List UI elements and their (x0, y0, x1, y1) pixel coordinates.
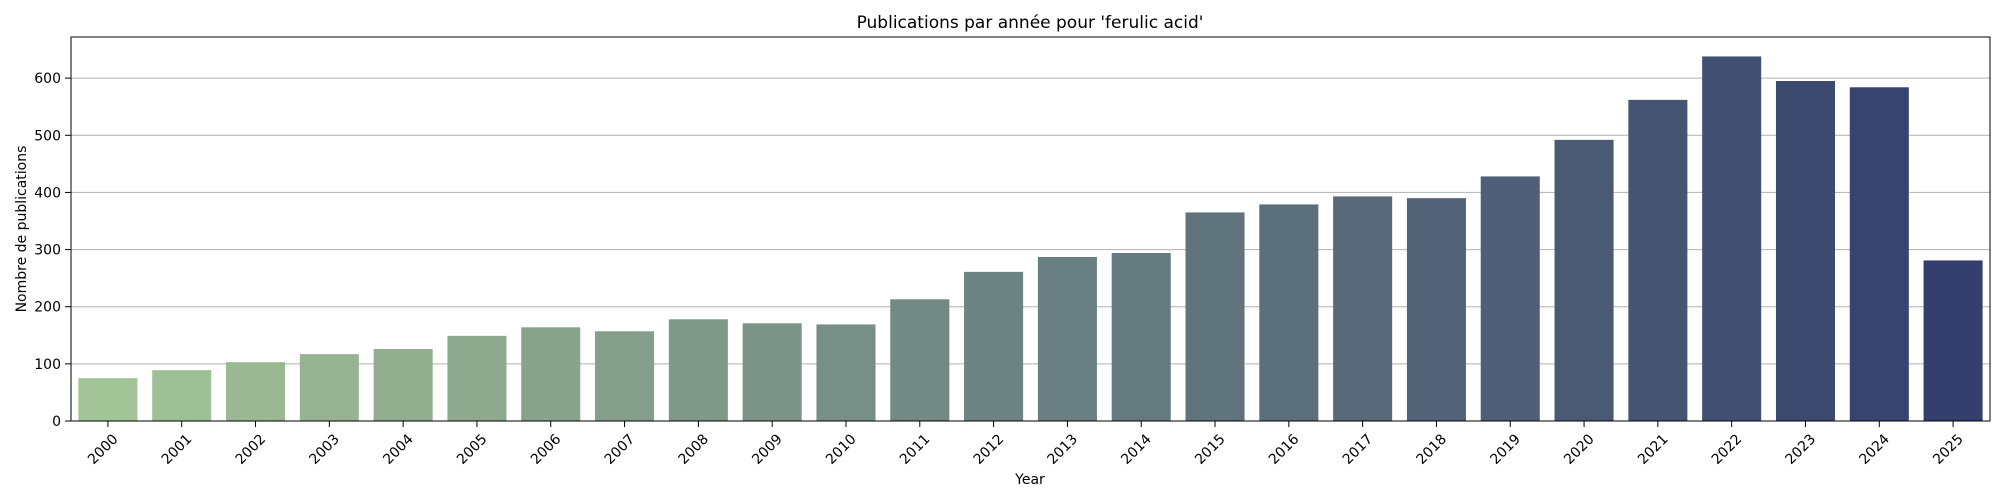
x-tick-label-2009: 2009 (749, 431, 786, 468)
y-tick-label-100: 100 (34, 357, 61, 373)
bar-2014 (1111, 253, 1171, 421)
x-tick-label-2016: 2016 (1266, 431, 1303, 468)
x-tick-label-2008: 2008 (675, 431, 712, 468)
x-tick-label-2019: 2019 (1487, 431, 1524, 468)
bar-2013 (1037, 257, 1097, 421)
bar-2010 (816, 324, 876, 421)
x-tick-label-2023: 2023 (1783, 431, 1820, 468)
bar-2012 (964, 271, 1024, 421)
x-tick-label-2025: 2025 (1930, 431, 1967, 468)
x-tick-label-2024: 2024 (1856, 431, 1893, 468)
x-tick-label-2015: 2015 (1192, 431, 1229, 468)
x-tick-label-2012: 2012 (971, 431, 1008, 468)
bar-2001 (152, 370, 212, 421)
x-tick-label-2011: 2011 (897, 431, 934, 468)
bar-2017 (1333, 196, 1393, 421)
bar-2009 (742, 323, 802, 421)
x-tick-label-2006: 2006 (528, 431, 565, 468)
x-tick-label-2010: 2010 (823, 431, 860, 468)
bar-2003 (299, 354, 359, 421)
bar-2006 (521, 327, 581, 421)
x-tick-label-2001: 2001 (159, 431, 196, 468)
x-tick-label-2004: 2004 (380, 431, 417, 468)
bar-2007 (595, 331, 655, 421)
x-tick-label-2018: 2018 (1414, 431, 1451, 468)
bar-2021 (1628, 99, 1688, 421)
y-tick-label-0: 0 (52, 414, 61, 430)
bar-2000 (78, 378, 138, 421)
x-tick-label-2014: 2014 (1118, 431, 1155, 468)
bars (78, 56, 1983, 422)
y-tick-label-600: 600 (34, 71, 61, 87)
x-tick-label-2017: 2017 (1340, 431, 1377, 468)
bar-2018 (1406, 198, 1466, 421)
x-tick-label-2021: 2021 (1635, 431, 1672, 468)
y-tick-label-400: 400 (34, 185, 61, 201)
y-tick-label-200: 200 (34, 300, 61, 316)
x-tick-label-2022: 2022 (1709, 431, 1746, 468)
y-axis-title: Nombre de publications (14, 146, 30, 313)
x-tick-label-2003: 2003 (306, 431, 343, 468)
bar-2008 (668, 319, 728, 421)
x-tick-label-2020: 2020 (1561, 431, 1598, 468)
bar-2005 (447, 335, 507, 421)
bar-2025 (1923, 260, 1983, 421)
bar-2016 (1259, 204, 1319, 421)
x-tick-label-2000: 2000 (85, 431, 122, 468)
bar-2019 (1480, 176, 1540, 421)
chart-title: Publications par année pour 'ferulic aci… (857, 13, 1204, 33)
bar-2015 (1185, 212, 1245, 421)
x-axis: 2000 2001 2002 2003 2004 2005 2006 2007 2008 2009… (85, 421, 1967, 468)
bar-2022 (1702, 56, 1762, 422)
x-tick-label-2005: 2005 (454, 431, 491, 468)
x-tick-label-2002: 2002 (233, 431, 270, 468)
bar-2004 (373, 349, 433, 421)
y-tick-label-300: 300 (34, 243, 61, 259)
x-tick-label-2007: 2007 (602, 431, 639, 468)
x-tick-label-2013: 2013 (1045, 431, 1082, 468)
y-tick-label-500: 500 (34, 128, 61, 144)
bar-2024 (1849, 87, 1909, 422)
bar-2023 (1775, 81, 1836, 421)
x-axis-title: Year (1014, 472, 1045, 488)
bar-2011 (890, 299, 950, 421)
bar-2020 (1554, 139, 1614, 421)
bar-2002 (225, 362, 286, 421)
plot-frame (70, 36, 1991, 422)
y-axis: 0 100 200 300 400 500 600 (34, 71, 71, 430)
